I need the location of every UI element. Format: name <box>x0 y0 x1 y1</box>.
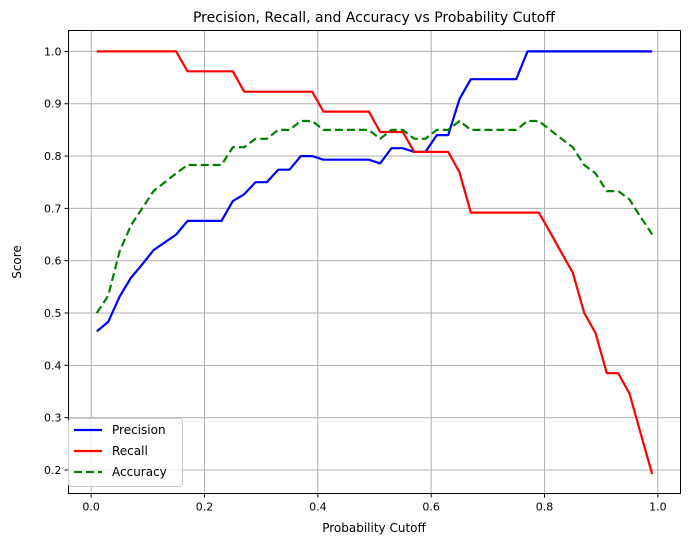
x-tick-label: 0.4 <box>309 501 327 514</box>
legend-label-recall: Recall <box>112 444 148 458</box>
y-tick-label: 0.4 <box>44 359 62 372</box>
y-tick-label: 0.8 <box>44 150 62 163</box>
plot-frame <box>68 30 681 494</box>
recall-line <box>96 50 654 475</box>
y-tick-label: 0.6 <box>44 255 62 268</box>
y-tick-label: 0.9 <box>44 98 62 111</box>
legend: Precision Recall Accuracy <box>68 418 183 487</box>
legend-label-accuracy: Accuracy <box>112 465 167 479</box>
axis-ticks: 0.0 0.2 0.4 0.6 0.8 1.0 0.2 0.3 0.4 0.5 0.6 0.7 0.8 0… <box>44 45 667 513</box>
chart-title: Precision, Recall, and Accuracy vs Proba… <box>193 10 555 26</box>
x-tick-label: 0.6 <box>422 501 440 514</box>
x-tick-label: 0.2 <box>196 501 214 514</box>
y-tick-label: 0.5 <box>44 307 62 320</box>
x-axis-label: Probability Cutoff <box>322 521 426 535</box>
legend-box <box>68 418 183 487</box>
precision-line <box>96 50 653 333</box>
y-tick-label: 0.7 <box>44 202 62 215</box>
x-tick-label: 0.0 <box>82 501 100 514</box>
y-tick-label: 0.3 <box>44 412 62 425</box>
x-tick-label: 1.0 <box>649 501 667 514</box>
y-axis-label: Score <box>10 245 24 279</box>
series-lines <box>95 50 654 475</box>
accuracy-line <box>95 119 654 314</box>
x-tick-label: 0.8 <box>536 501 554 514</box>
legend-label-precision: Precision <box>112 423 166 437</box>
y-tick-label: 0.2 <box>44 464 62 477</box>
y-tick-label: 1.0 <box>44 45 62 58</box>
